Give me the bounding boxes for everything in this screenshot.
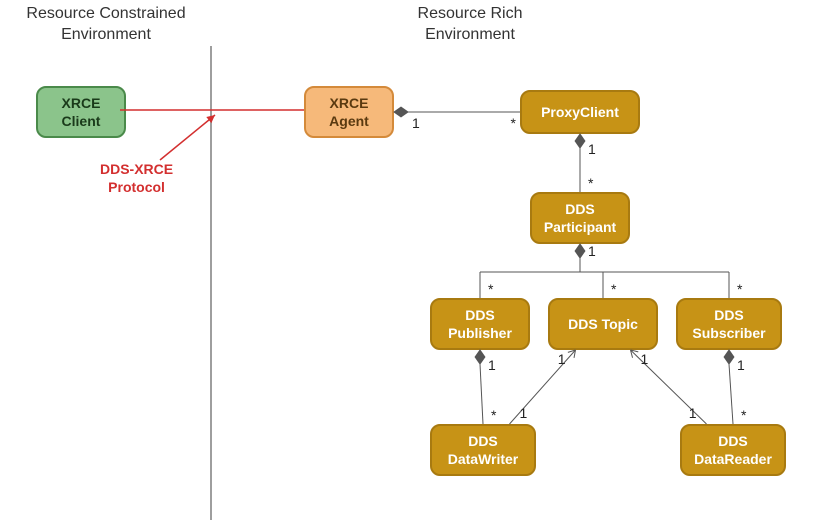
svg-text:1: 1 — [412, 115, 420, 131]
svg-text:*: * — [588, 175, 594, 191]
node-dds-datawriter-label: DDSDataWriter — [448, 432, 519, 468]
node-dds-participant-label: DDSParticipant — [544, 200, 616, 236]
node-dds-datareader-label: DDSDataReader — [694, 432, 772, 468]
node-xrce-agent: XRCEAgent — [304, 86, 394, 138]
node-dds-datareader: DDSDataReader — [680, 424, 786, 476]
svg-text:1: 1 — [641, 351, 649, 367]
node-proxy-client: ProxyClient — [520, 90, 640, 134]
node-xrce-client-label: XRCEClient — [62, 94, 101, 130]
node-dds-topic: DDS Topic — [548, 298, 658, 350]
svg-text:*: * — [737, 281, 743, 297]
svg-text:1: 1 — [588, 141, 596, 157]
node-dds-subscriber-label: DDSSubscriber — [692, 306, 765, 342]
svg-text:1: 1 — [737, 357, 745, 373]
svg-text:*: * — [611, 281, 617, 297]
protocol-label: DDS-XRCEProtocol — [100, 160, 173, 196]
svg-text:1: 1 — [488, 357, 496, 373]
node-xrce-client: XRCEClient — [36, 86, 126, 138]
title-right: Resource RichEnvironment — [370, 4, 570, 46]
title-left-text: Resource ConstrainedEnvironment — [26, 5, 185, 43]
svg-text:*: * — [488, 281, 494, 297]
svg-text:*: * — [491, 407, 497, 423]
node-dds-subscriber: DDSSubscriber — [676, 298, 782, 350]
svg-text:1: 1 — [689, 405, 697, 421]
title-right-text: Resource RichEnvironment — [418, 5, 523, 43]
node-proxy-client-label: ProxyClient — [541, 103, 619, 121]
node-dds-datawriter: DDSDataWriter — [430, 424, 536, 476]
title-left: Resource ConstrainedEnvironment — [6, 4, 206, 46]
svg-text:*: * — [741, 407, 747, 423]
protocol-label-text: DDS-XRCEProtocol — [100, 161, 173, 195]
svg-text:1: 1 — [558, 351, 566, 367]
node-dds-topic-label: DDS Topic — [568, 315, 638, 333]
svg-text:1: 1 — [520, 405, 528, 421]
node-dds-publisher: DDSPublisher — [430, 298, 530, 350]
node-dds-participant: DDSParticipant — [530, 192, 630, 244]
node-dds-publisher-label: DDSPublisher — [448, 306, 512, 342]
svg-text:1: 1 — [588, 243, 596, 259]
node-xrce-agent-label: XRCEAgent — [329, 94, 369, 130]
svg-text:*: * — [511, 115, 517, 131]
